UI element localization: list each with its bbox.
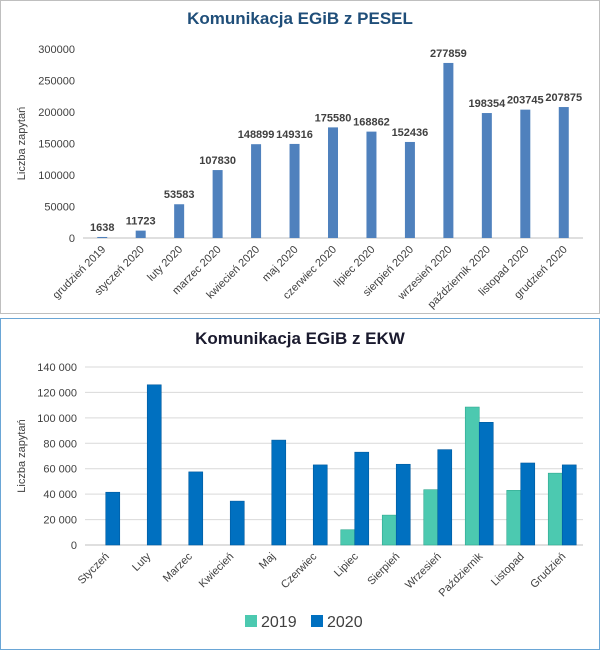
data-label: 53583 (164, 189, 195, 201)
x-tick-label: Lipiec (332, 550, 361, 579)
x-tick-label: Luty (130, 550, 154, 574)
y-tick-label: 0 (71, 540, 77, 552)
bar-2020 (271, 439, 287, 546)
y-tick-label: 120 000 (37, 387, 77, 399)
y-tick-label: 200000 (38, 107, 75, 119)
data-label: 11723 (126, 216, 156, 228)
y-tick-label: 20 000 (43, 515, 77, 527)
bar (135, 230, 146, 238)
y-tick-label: 40 000 (43, 489, 77, 501)
x-tick-label: Grudzień (528, 551, 568, 591)
data-label: 149316 (276, 129, 313, 141)
data-label: 148899 (238, 129, 275, 141)
data-label: 152436 (392, 127, 429, 139)
bar (366, 131, 377, 238)
x-tick-label: Kwiecień (197, 551, 237, 591)
y-tick-label: 0 (69, 233, 75, 245)
data-label: 107830 (199, 155, 236, 167)
bar (558, 107, 569, 238)
y-tick-label: 100 000 (37, 413, 77, 425)
x-tick-label: Marzec (161, 550, 195, 584)
y-tick-label: 100000 (38, 170, 75, 182)
x-tick-label: Styczeń (76, 551, 112, 587)
data-label: 1638 (90, 222, 114, 234)
x-tick-label: Czerwiec (279, 550, 320, 591)
x-tick-label: Sierpień (365, 551, 402, 588)
y-tick-label: 60 000 (43, 464, 77, 476)
bar-2020 (229, 500, 245, 546)
bar (404, 141, 415, 238)
bar (174, 204, 185, 238)
bar-2020 (478, 422, 494, 546)
y-tick-label: 300000 (38, 44, 75, 56)
y-tick-label: 80 000 (43, 438, 77, 450)
bar-2019 (423, 489, 439, 546)
x-tick-label: Październik (437, 550, 486, 599)
bar-2020 (520, 462, 536, 546)
data-label: 198354 (468, 98, 506, 110)
bar-2020 (312, 464, 328, 546)
legend-swatch-2019 (245, 615, 257, 627)
data-label: 277859 (430, 48, 467, 60)
data-label: 175580 (315, 112, 352, 124)
bar (520, 109, 531, 238)
bar-2019 (464, 406, 480, 546)
y-axis-label: Liczba zapytań (16, 107, 28, 180)
x-tick-label: Wrzesień (403, 551, 444, 592)
bar (289, 143, 300, 238)
data-label: 168862 (353, 117, 390, 129)
bar-2020 (561, 464, 577, 546)
bar-2020 (437, 449, 453, 546)
y-axis-label: Liczba zapytań (16, 419, 28, 492)
bar-2020 (354, 451, 370, 546)
ekw-chart-svg: 0 20 000 40 000 60 000 80 000 100 000 120 000 1… (16, 362, 583, 631)
legend-swatch-2020 (311, 615, 323, 627)
bar (251, 144, 262, 238)
bar-2020 (146, 384, 162, 546)
pesel-chart-svg: 0 50000 100000 150000 200000 250000 300000 Licz… (16, 44, 583, 311)
bar-2019 (340, 529, 356, 546)
data-label: 203745 (507, 95, 544, 107)
bar-2019 (506, 490, 522, 546)
y-tick-label: 150000 (38, 139, 75, 151)
bar-2019 (547, 472, 563, 546)
legend-label: 2019 (261, 614, 297, 631)
y-tick-label: 140 000 (37, 362, 77, 374)
x-tick-label: maj 2020 (260, 244, 300, 284)
bar (97, 236, 108, 238)
bar-2019 (381, 514, 397, 546)
data-label: 207875 (545, 92, 582, 104)
bar (443, 62, 454, 239)
ekw-chart-title: Komunikacja EGiB z EKW (195, 329, 405, 348)
pesel-chart-title: Komunikacja EGiB z PESEL (187, 9, 413, 28)
bar (212, 170, 223, 238)
bar (328, 127, 338, 238)
pesel-chart-panel: Komunikacja EGiB z PESEL 0 50000 100000 150… (0, 0, 600, 314)
bar-2020 (105, 491, 121, 546)
x-tick-label: Listopad (489, 551, 527, 589)
legend-label: 2020 (327, 614, 363, 631)
x-tick-label: Maj (257, 551, 278, 572)
y-tick-label: 250000 (38, 76, 75, 88)
bar (481, 113, 492, 238)
y-tick-label: 50000 (44, 202, 75, 214)
x-tick-label: luty 2020 (145, 244, 185, 284)
ekw-chart-panel: Komunikacja EGiB z EKW 0 20 000 40 000 60 0… (0, 318, 600, 650)
bar-2020 (188, 471, 204, 546)
bar-2020 (395, 463, 411, 546)
